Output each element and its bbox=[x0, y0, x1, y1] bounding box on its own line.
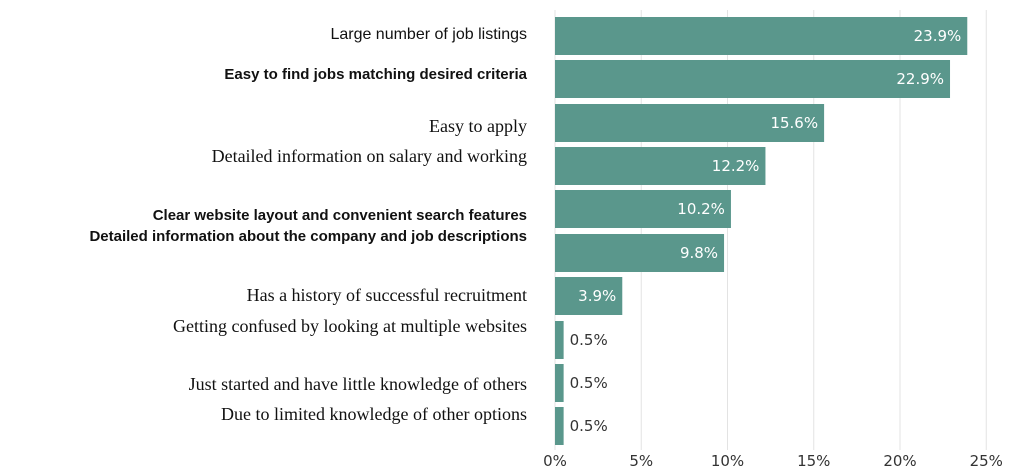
bar bbox=[555, 104, 825, 142]
value-label: 0.5% bbox=[570, 417, 608, 435]
value-labels: 23.9% 22.9% 15.6% 12.2% 10.2% 9.8% 3.9% 0.5% 0.5… bbox=[570, 27, 962, 435]
bar bbox=[555, 17, 968, 55]
bar bbox=[555, 321, 564, 359]
bars bbox=[555, 17, 968, 445]
value-label: 10.2% bbox=[677, 200, 725, 218]
category-label: Detailed information about the company a… bbox=[89, 228, 527, 245]
category-label: Getting confused by looking at multiple … bbox=[173, 316, 527, 336]
category-label: Due to limited knowledge of other option… bbox=[221, 404, 527, 424]
category-label: Has a history of successful recruitment bbox=[247, 285, 527, 305]
category-label: Just started and have little knowledge o… bbox=[189, 374, 527, 394]
x-tick-label: 0% bbox=[543, 452, 567, 470]
value-label: 23.9% bbox=[914, 27, 962, 45]
value-label: 12.2% bbox=[712, 157, 760, 175]
category-label: Clear website layout and convenient sear… bbox=[153, 207, 527, 224]
bar bbox=[555, 234, 725, 272]
bar bbox=[555, 147, 766, 185]
value-label: 0.5% bbox=[570, 374, 608, 392]
x-tick-label: 10% bbox=[711, 452, 744, 470]
category-label: Easy to apply bbox=[429, 116, 527, 136]
x-axis-ticks: 0% 5% 10% 15% 20% 25% bbox=[543, 452, 1003, 470]
bar bbox=[555, 277, 623, 315]
value-label: 0.5% bbox=[570, 331, 608, 349]
bar bbox=[555, 190, 731, 228]
bar bbox=[555, 364, 564, 402]
category-label: Detailed information on salary and worki… bbox=[212, 146, 527, 166]
value-label: 15.6% bbox=[770, 114, 818, 132]
category-labels: Large number of job listings Easy to find… bbox=[89, 26, 527, 424]
x-tick-label: 15% bbox=[797, 452, 830, 470]
bar bbox=[555, 407, 564, 445]
x-tick-label: 20% bbox=[883, 452, 916, 470]
category-label: Large number of job listings bbox=[330, 26, 527, 43]
value-label: 9.8% bbox=[680, 244, 718, 262]
bar bbox=[555, 60, 951, 98]
value-label: 3.9% bbox=[578, 287, 616, 305]
x-tick-label: 25% bbox=[970, 452, 1003, 470]
category-label: Easy to find jobs matching desired crite… bbox=[224, 66, 527, 83]
x-tick-label: 5% bbox=[629, 452, 653, 470]
value-label: 22.9% bbox=[896, 70, 944, 88]
